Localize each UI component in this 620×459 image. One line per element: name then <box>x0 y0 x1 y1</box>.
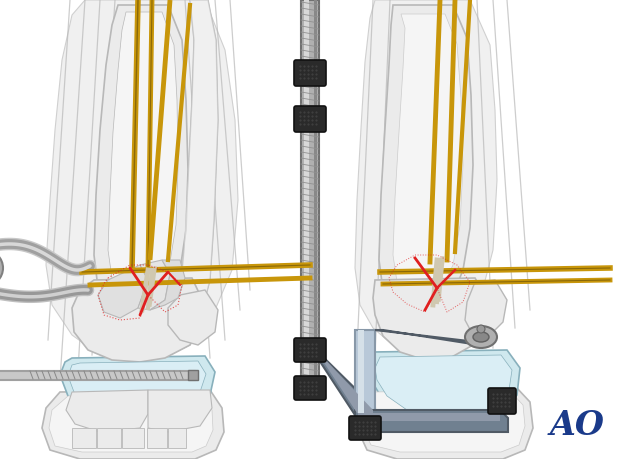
Polygon shape <box>355 0 497 352</box>
Ellipse shape <box>473 332 489 342</box>
Polygon shape <box>60 356 215 420</box>
Bar <box>358 330 364 420</box>
Polygon shape <box>108 12 178 294</box>
Polygon shape <box>375 330 485 346</box>
Polygon shape <box>319 353 375 415</box>
Polygon shape <box>148 390 212 432</box>
FancyBboxPatch shape <box>349 416 381 440</box>
Circle shape <box>477 325 485 333</box>
Polygon shape <box>138 260 170 310</box>
Polygon shape <box>147 428 167 448</box>
Polygon shape <box>379 5 473 318</box>
Text: AO: AO <box>550 409 605 442</box>
Polygon shape <box>375 355 512 417</box>
Bar <box>304 0 309 388</box>
Polygon shape <box>321 355 373 413</box>
Polygon shape <box>168 428 186 448</box>
Polygon shape <box>357 386 533 459</box>
Polygon shape <box>363 390 525 452</box>
Bar <box>188 370 198 380</box>
FancyBboxPatch shape <box>294 60 326 86</box>
Polygon shape <box>98 265 148 318</box>
Polygon shape <box>393 14 463 300</box>
Polygon shape <box>370 350 520 425</box>
Bar <box>301 0 319 388</box>
Polygon shape <box>122 428 144 448</box>
Polygon shape <box>97 428 121 448</box>
Polygon shape <box>373 278 485 360</box>
Polygon shape <box>355 410 508 432</box>
Polygon shape <box>49 394 213 452</box>
Polygon shape <box>180 0 218 325</box>
Polygon shape <box>42 390 224 459</box>
Bar <box>314 0 317 388</box>
Polygon shape <box>180 0 218 325</box>
FancyBboxPatch shape <box>294 376 326 400</box>
FancyBboxPatch shape <box>294 106 326 132</box>
Polygon shape <box>72 278 200 362</box>
Polygon shape <box>94 5 188 314</box>
Polygon shape <box>150 260 185 310</box>
Polygon shape <box>66 390 148 432</box>
Polygon shape <box>465 280 507 338</box>
Polygon shape <box>68 361 206 412</box>
Bar <box>358 413 500 421</box>
Polygon shape <box>46 0 238 362</box>
FancyBboxPatch shape <box>488 388 516 414</box>
Circle shape <box>0 250 3 286</box>
Polygon shape <box>72 428 96 448</box>
Polygon shape <box>168 290 218 345</box>
Ellipse shape <box>465 326 497 348</box>
Bar <box>355 330 375 420</box>
FancyBboxPatch shape <box>294 338 326 362</box>
